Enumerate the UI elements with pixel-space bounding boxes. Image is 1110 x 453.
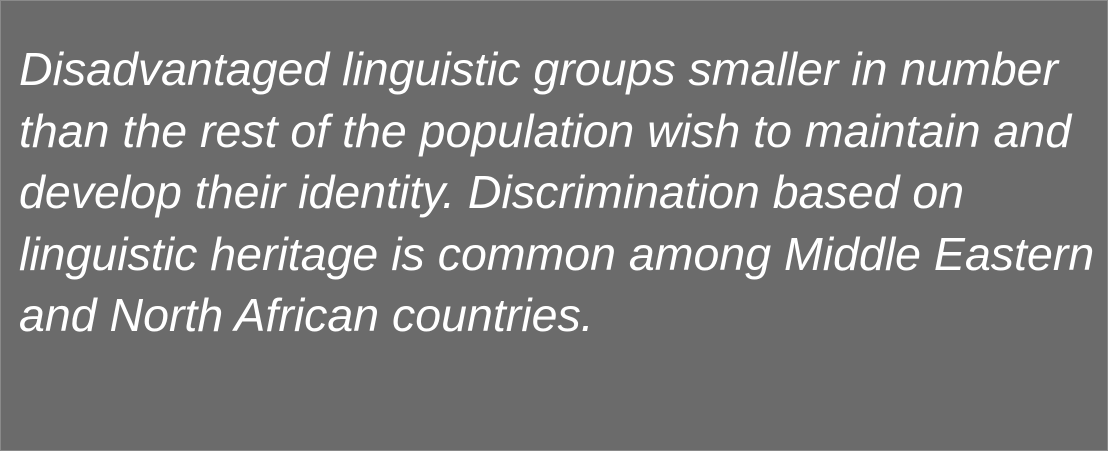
paragraph: Disadvantaged linguistic groups smaller … bbox=[19, 39, 1094, 347]
paragraph-line-5: and North African countries. bbox=[19, 289, 594, 341]
paragraph-line-3: develop their identity. Discrimination b… bbox=[19, 166, 965, 218]
paragraph-line-1: Disadvantaged linguistic groups smaller … bbox=[19, 43, 1059, 95]
paragraph-line-2: than the rest of the population wish to … bbox=[19, 104, 1072, 157]
paragraph-line-4: linguistic heritage is common among Midd… bbox=[19, 227, 1095, 280]
